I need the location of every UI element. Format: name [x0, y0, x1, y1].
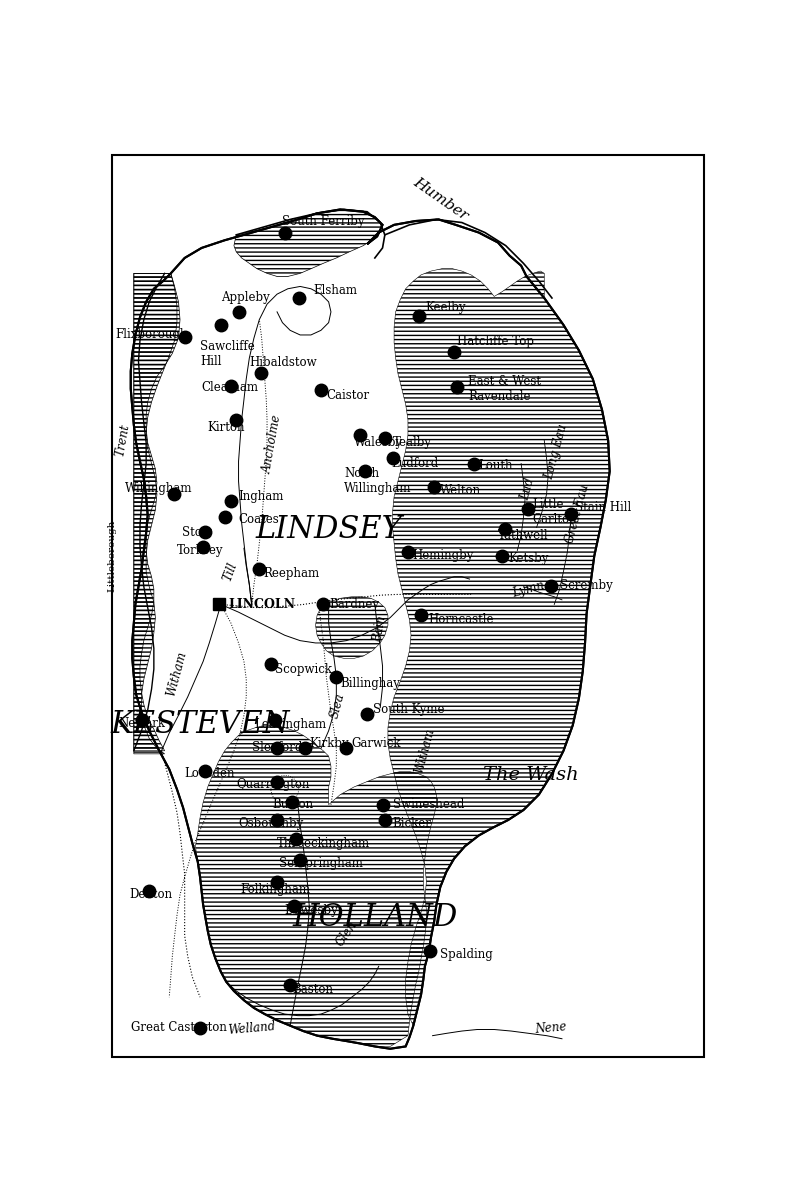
Text: Torksey: Torksey: [177, 544, 224, 557]
Text: Hibaldstow: Hibaldstow: [249, 356, 317, 370]
Text: Burton: Burton: [272, 798, 314, 811]
Text: Willingham: Willingham: [125, 482, 192, 496]
Text: Louth: Louth: [478, 460, 513, 473]
Text: Welton: Welton: [440, 484, 482, 497]
Text: East & West
Ravendale: East & West Ravendale: [468, 374, 541, 403]
Text: Scremby: Scremby: [560, 580, 613, 593]
Text: Stow: Stow: [181, 527, 212, 539]
Text: Flixborough: Flixborough: [115, 329, 188, 342]
Text: Bicker: Bicker: [392, 817, 431, 829]
Text: LINCOLN: LINCOLN: [228, 598, 295, 611]
Text: Lymn: Lymn: [511, 578, 546, 600]
Text: Scopwick: Scopwick: [275, 662, 332, 676]
Text: Witham: Witham: [165, 650, 189, 697]
Text: Spalding: Spalding: [440, 948, 493, 960]
Text: Swineshead: Swineshead: [392, 798, 464, 811]
Text: Tealby: Tealby: [392, 437, 431, 449]
Text: Coates: Coates: [239, 514, 279, 527]
Text: Ketsby: Ketsby: [508, 552, 548, 565]
Text: Loveden: Loveden: [185, 767, 235, 780]
Text: Leasingham: Leasingham: [254, 718, 326, 731]
Text: Baston: Baston: [292, 983, 334, 996]
Text: HOLLAND: HOLLAND: [292, 902, 458, 934]
Text: Hatcliffe Top: Hatcliffe Top: [457, 335, 534, 348]
Text: Caistor: Caistor: [326, 389, 369, 402]
Text: Garwick: Garwick: [352, 737, 401, 750]
Text: Trent: Trent: [114, 424, 132, 457]
Text: Folkingham: Folkingham: [240, 883, 310, 896]
Polygon shape: [131, 210, 610, 1049]
Text: Appleby: Appleby: [220, 292, 270, 305]
Text: Ancholme: Ancholme: [261, 414, 284, 475]
Text: Kirton: Kirton: [208, 421, 245, 434]
Text: Bain: Bain: [372, 614, 389, 643]
Text: Tathwell: Tathwell: [498, 529, 548, 541]
Text: Horncastle: Horncastle: [428, 613, 494, 626]
Text: Lud: Lud: [519, 476, 537, 502]
Text: Witham: Witham: [412, 727, 437, 775]
Text: Kirkby: Kirkby: [310, 737, 349, 750]
Text: Walesby: Walesby: [354, 437, 404, 449]
Text: Great Casterton: Great Casterton: [131, 1021, 227, 1034]
Text: Great Eau: Great Eau: [564, 482, 591, 545]
Text: Stain Hill: Stain Hill: [575, 500, 631, 514]
Text: Sempringham: Sempringham: [279, 858, 362, 870]
Text: Elsham: Elsham: [314, 283, 357, 296]
Text: Littleborough: Littleborough: [107, 520, 117, 592]
Text: Nene: Nene: [535, 1020, 568, 1036]
Text: Slea: Slea: [327, 692, 347, 720]
Text: Till: Till: [221, 560, 240, 582]
Text: South Ferriby: South Ferriby: [283, 215, 365, 228]
Text: LINDSEY: LINDSEY: [256, 514, 402, 545]
Text: Billinghay: Billinghay: [340, 677, 400, 690]
Text: North
Willingham: North Willingham: [344, 467, 412, 496]
Text: Cleatham: Cleatham: [201, 380, 259, 394]
Text: Quarrington: Quarrington: [236, 778, 310, 791]
Text: Humber: Humber: [410, 175, 470, 223]
Text: The Wash: The Wash: [483, 767, 579, 785]
Text: Little
Carlton: Little Carlton: [533, 498, 577, 526]
Text: Bardney: Bardney: [330, 598, 380, 611]
Text: Long Eau: Long Eau: [542, 422, 569, 481]
Text: South Kyme: South Kyme: [373, 703, 444, 716]
Text: Denton: Denton: [129, 888, 173, 901]
Text: Dowesby: Dowesby: [285, 904, 338, 917]
Text: Glen: Glen: [333, 918, 360, 948]
Text: KESTEVEN: KESTEVEN: [111, 709, 290, 740]
Text: Sleaford: Sleaford: [252, 742, 302, 754]
Text: Welland: Welland: [228, 1020, 276, 1037]
Text: Osbournby: Osbournby: [239, 817, 304, 829]
Text: Hemingby: Hemingby: [412, 550, 474, 563]
Text: Reepham: Reepham: [263, 568, 319, 580]
Text: Ludford: Ludford: [391, 457, 439, 470]
Text: Newark: Newark: [119, 716, 166, 730]
Text: Keelby: Keelby: [425, 301, 466, 313]
Text: Threeckingham: Threeckingham: [277, 836, 370, 850]
Text: Ingham: Ingham: [239, 490, 284, 503]
Text: Sawcliffe
Hill: Sawcliffe Hill: [200, 341, 255, 368]
